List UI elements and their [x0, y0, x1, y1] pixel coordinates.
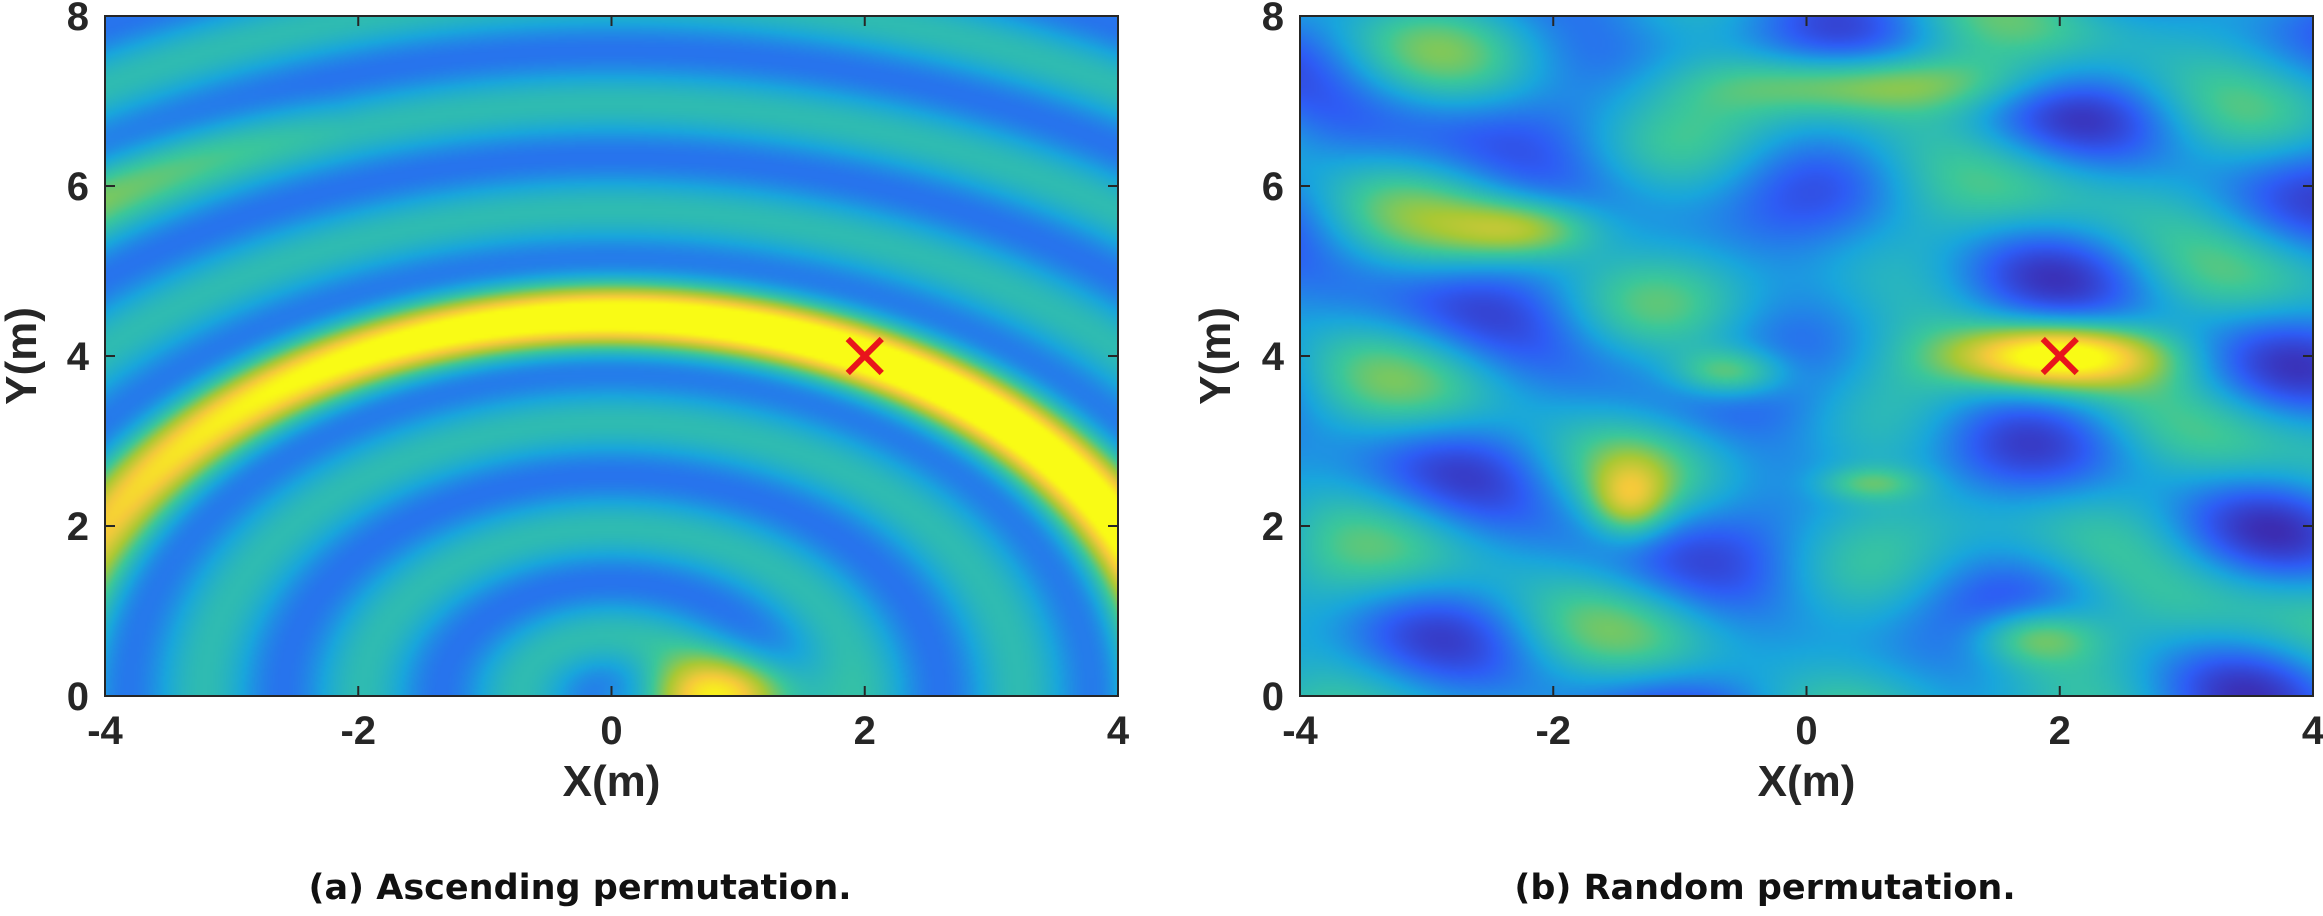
- x-axis-title: X(m): [1758, 757, 1856, 806]
- y-tick-label: 6: [1262, 165, 1284, 209]
- x-tick-label: -2: [1535, 709, 1571, 753]
- x-tick-label: 4: [2302, 709, 2323, 753]
- x-tick-label: -2: [340, 709, 376, 753]
- y-tick-label: 6: [67, 165, 89, 209]
- heatmap-panel-b: -4 -2 0 2 4 0 2 4 6 8 X(m) Y(m): [1191, 0, 2323, 806]
- y-tick-label: 8: [67, 0, 89, 39]
- caption-b: (b) Random permutation.: [1514, 868, 2016, 908]
- heatmap-image: [1300, 16, 2313, 696]
- y-tick-label: 8: [1262, 0, 1284, 39]
- target-marker-stroke: [845, 336, 884, 376]
- y-tick-label: 0: [67, 675, 89, 719]
- target-marker-stroke: [2040, 336, 2079, 376]
- y-tick-label: 2: [67, 505, 89, 549]
- x-tick-label: -4: [87, 709, 123, 753]
- x-tick-label: 2: [854, 709, 876, 753]
- y-tick-label: 2: [1262, 505, 1284, 549]
- x-tick-label: -4: [1282, 709, 1318, 753]
- caption-a: (a) Ascending permutation.: [308, 868, 852, 908]
- y-tick-label: 4: [67, 335, 90, 379]
- x-tick-label: 0: [600, 709, 622, 753]
- heatmap-panel-a: -4 -2 0 2 4 0 2 4 6 8 X(m) Y(m): [0, 0, 1130, 806]
- target-marker: [845, 336, 884, 376]
- x-axis-title: X(m): [563, 757, 661, 806]
- heatmap-image: [105, 16, 1118, 696]
- target-marker: [2040, 336, 2079, 376]
- x-tick-label: 2: [2049, 709, 2071, 753]
- x-tick-label: 4: [1107, 709, 1130, 753]
- y-tick-label: 4: [1262, 335, 1285, 379]
- y-axis-title: Y(m): [1191, 307, 1240, 405]
- y-tick-label: 0: [1262, 675, 1284, 719]
- y-axis-title: Y(m): [0, 307, 46, 405]
- x-tick-label: 0: [1795, 709, 1817, 753]
